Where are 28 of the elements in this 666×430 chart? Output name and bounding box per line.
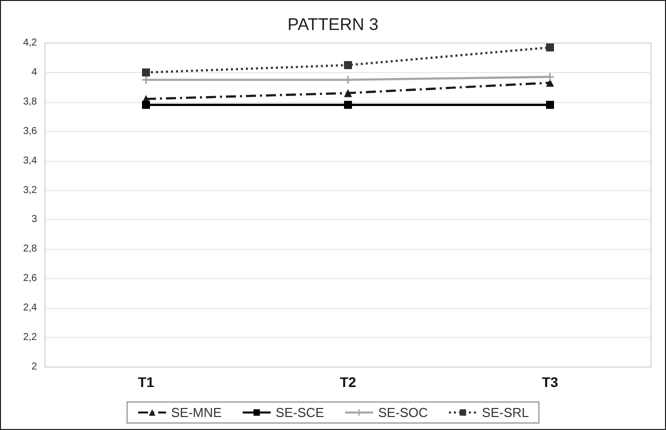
y-tick-label: 3,2 (23, 184, 38, 196)
y-tick-label: 3,4 (23, 155, 38, 166)
y-tick-label: 2,6 (23, 273, 38, 284)
point (344, 100, 352, 109)
legend-label: SE-SOC (378, 405, 428, 420)
y-tick-label: 2,2 (23, 332, 38, 344)
point (546, 78, 554, 87)
legend-label: SE-MNE (171, 405, 222, 420)
point (546, 100, 554, 109)
legend-label: SE-SCE (276, 405, 324, 420)
y-tick-label: 2,8 (23, 244, 38, 255)
point (344, 61, 352, 70)
y-tick-label: 3,6 (23, 126, 38, 137)
x-tick-label: T1 (138, 374, 154, 390)
point (344, 89, 352, 98)
point (142, 68, 150, 76)
x-tick-label: T3 (542, 374, 558, 390)
y-tick-label: 2,4 (23, 302, 38, 314)
point (142, 100, 150, 109)
y-tick-label: 3 (31, 214, 38, 226)
y-tick-label: 4 (31, 66, 38, 78)
legend-label: SE-SRL (482, 405, 529, 420)
y-tick-label: 3,8 (23, 96, 38, 108)
chart-title: PATTERN 3 (288, 15, 378, 34)
y-tick-label: 2 (31, 362, 38, 372)
y-tick-label: 4,2 (23, 38, 38, 48)
x-tick-label: T2 (340, 374, 356, 390)
point (546, 43, 554, 52)
